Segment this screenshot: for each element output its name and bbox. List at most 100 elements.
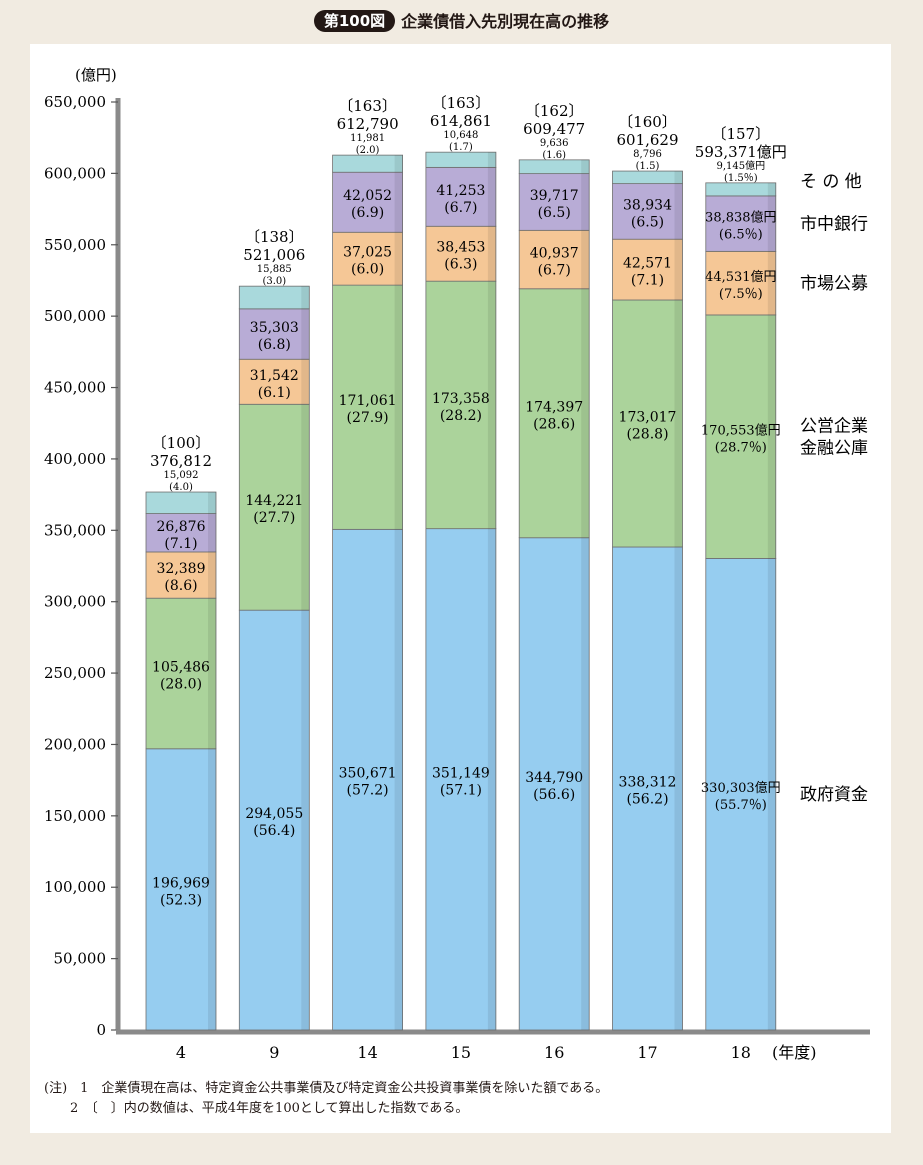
bar-segment (425, 225, 497, 282)
bar-value-label: 15,092 (164, 470, 199, 481)
bar-percent-label: (6.1) (258, 385, 291, 401)
bar-segment-shade (394, 529, 403, 1030)
bar-percent-label: (6.7) (444, 200, 477, 216)
x-tick-label: 9 (269, 1043, 279, 1062)
bar-value-label: 330,303億円 (701, 780, 781, 796)
bar-segment-shade (301, 359, 310, 405)
bar-value-label: 196,969 (152, 875, 210, 891)
bar-segment (612, 299, 683, 548)
bar-segment (145, 748, 217, 1031)
bar-segment-shade (674, 171, 683, 184)
bar-percent-label: (6.7) (538, 263, 571, 279)
y-tick-label: 450,000 (44, 379, 106, 397)
bar-segment (425, 528, 497, 1031)
x-tick-label: 16 (544, 1043, 564, 1062)
bar-segment (518, 288, 590, 539)
bar-value-label: 174,397 (525, 399, 583, 415)
bar-percent-label: (7.1) (164, 536, 197, 552)
bar-segment-shade (581, 288, 590, 538)
x-tick-label: 4 (176, 1043, 186, 1062)
bar-percent-label: (55.7％) (715, 798, 767, 813)
bar-value-label: 144,221 (245, 493, 303, 509)
y-tick-label: 0 (96, 1021, 106, 1039)
y-tick-label: 300,000 (44, 593, 106, 611)
bar-value-label: 42,571 (623, 256, 672, 272)
bar-segment-shade (674, 239, 683, 300)
bar-percent-label: (6.5％) (719, 228, 763, 243)
bar-percent-label: (6.5) (631, 214, 664, 230)
bar-segment-shade (394, 232, 403, 286)
bar-percent-label: (56.2) (626, 791, 668, 807)
bar-segment-shade (581, 230, 590, 289)
bar-percent-label: (28.6) (533, 416, 575, 432)
bar-percent-label: (6.0) (351, 262, 384, 278)
bar-index-label: 〔163〕 (338, 97, 397, 115)
legend-label: 公営企業 (800, 417, 868, 437)
bar-segment (518, 537, 590, 1031)
bar-segment-shade (767, 558, 776, 1030)
bar-index-label: 〔160〕 (618, 113, 677, 131)
bar-index-label: 〔138〕 (245, 228, 304, 246)
bar-segment-shade (581, 159, 590, 174)
bar-segment-shade (394, 285, 403, 530)
bar-percent-label: (28.0) (160, 676, 202, 692)
y-tick-label: 350,000 (44, 521, 106, 539)
bar-segment (612, 170, 683, 185)
legend-label: そ の 他 (800, 172, 862, 192)
bar-segment (238, 358, 310, 405)
bar-segment-shade (674, 546, 683, 1030)
bar-value-label: 10,648 (443, 130, 478, 141)
bar-percent-label: (6.3) (444, 257, 477, 273)
bar-segment (145, 491, 217, 514)
bar-percent-label: (4.0) (169, 482, 193, 493)
bar-segment-shade (767, 251, 776, 315)
bar-segment-shade (674, 183, 683, 240)
bar-segment-shade (394, 172, 403, 233)
y-tick-label: 250,000 (44, 664, 106, 682)
bar-segment (518, 173, 590, 231)
bar-percent-label: (57.2) (347, 783, 389, 799)
bar-value-label: 105,486 (152, 659, 210, 675)
bar-segment-shade (301, 286, 310, 309)
bar-segment (425, 151, 497, 168)
bar-value-label: 344,790 (525, 770, 583, 786)
bar-segment (238, 308, 310, 360)
bar-total-label: 609,477 (523, 120, 585, 138)
x-tick-label: 15 (451, 1043, 471, 1062)
bar-segment-shade (767, 314, 776, 559)
bar-percent-label: (28.8) (626, 426, 668, 442)
bar-segment-shade (208, 598, 216, 749)
figure-number-badge: 第100図 (313, 10, 396, 32)
chart-panel: (億円) 0 50,000 100,000 150,000 200,000 250,000 3… (30, 44, 891, 1133)
y-tick-label: 500,000 (44, 307, 106, 325)
bar-value-label: 9,145億円 (716, 159, 765, 172)
bar-value-label: 38,838億円 (705, 210, 777, 226)
bar-value-label: 31,542 (250, 368, 299, 384)
bar-value-label: 173,358 (432, 391, 490, 407)
y-tick-label: 600,000 (44, 164, 106, 182)
bar-segment-shade (487, 226, 496, 282)
bar-segment (705, 182, 777, 197)
bar-segment (332, 154, 404, 173)
y-tick-label: 50,000 (54, 950, 107, 968)
bar-segment-shade (487, 528, 496, 1030)
bar-index-label: 〔157〕 (711, 125, 770, 143)
bar-index-label: 〔163〕 (432, 94, 491, 112)
bar-segment (518, 159, 590, 175)
bar-segment (332, 528, 404, 1031)
bar-segment-shade (208, 492, 216, 514)
bar-percent-label: (6.8) (258, 337, 291, 353)
x-tick-label: 17 (637, 1043, 657, 1062)
bar-value-label: 11,981 (350, 133, 385, 144)
bar-total-label: 612,790 (337, 115, 399, 133)
bar-segment-shade (301, 404, 310, 611)
bar-value-label: 294,055 (245, 806, 303, 822)
bar-index-label: 〔162〕 (525, 102, 584, 120)
y-tick-label: 550,000 (44, 236, 106, 254)
bar-percent-label: (28.7％) (715, 441, 767, 456)
bar-percent-label: (2.0) (356, 145, 380, 156)
bar-segment (612, 546, 683, 1031)
x-tick-label: 18 (731, 1043, 751, 1062)
bar-segment (518, 229, 590, 290)
bar-value-label: 38,453 (436, 240, 485, 256)
